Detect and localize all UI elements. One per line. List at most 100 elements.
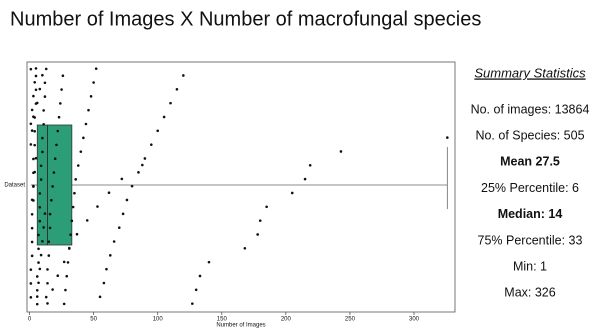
data-point <box>82 136 85 140</box>
data-point <box>52 171 56 174</box>
category-label: Dataset <box>4 183 25 189</box>
data-point <box>30 254 34 258</box>
summary-line: 75% Percentile: 33 <box>478 233 583 247</box>
data-point <box>290 191 294 195</box>
data-point <box>44 295 48 299</box>
data-point <box>75 232 79 236</box>
x-tick-label: 0 <box>28 317 32 323</box>
data-point <box>303 177 307 181</box>
data-point <box>79 150 83 153</box>
data-point <box>33 143 36 147</box>
data-point <box>33 170 36 174</box>
chart-title: Number of Images X Number of macrofungal… <box>10 8 481 30</box>
data-point <box>30 129 34 132</box>
data-point <box>30 240 34 244</box>
data-point <box>29 67 33 71</box>
box <box>36 124 73 246</box>
data-point <box>32 115 35 119</box>
data-point <box>38 219 42 223</box>
data-point <box>41 136 44 140</box>
data-point <box>62 302 66 306</box>
x-axis-label: Number of Images <box>216 323 265 329</box>
data-point <box>33 80 36 84</box>
data-point <box>56 274 60 278</box>
data-point <box>41 150 44 154</box>
data-point <box>55 143 58 147</box>
data-point <box>73 191 76 195</box>
data-point <box>76 164 80 167</box>
summary-line: 25% Percentile: 6 <box>481 181 579 195</box>
data-point <box>32 94 35 98</box>
data-point <box>46 268 49 271</box>
data-point <box>47 240 51 244</box>
data-point <box>243 246 247 250</box>
data-point <box>191 302 194 305</box>
data-point <box>105 267 108 271</box>
data-point <box>66 261 70 264</box>
data-point <box>149 143 153 146</box>
data-point <box>37 281 40 285</box>
data-point <box>48 212 52 216</box>
data-point <box>308 163 312 167</box>
data-point <box>42 122 45 126</box>
data-point <box>35 295 39 298</box>
data-point <box>41 239 44 243</box>
data-point <box>62 260 66 264</box>
data-point <box>35 302 39 306</box>
data-point <box>30 198 34 202</box>
data-point <box>29 122 33 126</box>
data-point <box>137 171 140 174</box>
data-point <box>53 157 57 161</box>
data-point <box>84 122 88 126</box>
x-tick-label: 200 <box>281 317 292 323</box>
data-point <box>34 74 38 78</box>
data-point <box>198 274 202 278</box>
data-point <box>51 185 54 188</box>
data-point <box>43 95 47 98</box>
data-point <box>37 261 40 264</box>
data-point <box>94 67 98 70</box>
data-point <box>194 288 198 292</box>
data-point <box>60 88 63 91</box>
plot-frame <box>26 61 456 313</box>
data-point <box>256 233 259 236</box>
data-point <box>39 253 43 257</box>
x-tick-label: 250 <box>345 317 356 323</box>
data-point <box>33 129 36 133</box>
data-point <box>162 115 166 119</box>
x-tick-label: 100 <box>153 317 164 323</box>
data-point <box>51 288 54 291</box>
data-point <box>32 184 35 188</box>
data-point <box>70 219 74 223</box>
data-point <box>38 267 42 271</box>
data-point <box>46 302 49 305</box>
data-point <box>121 212 125 216</box>
data-point <box>446 136 449 139</box>
data-point <box>29 296 33 299</box>
data-point <box>120 177 124 181</box>
data-point <box>107 191 111 195</box>
data-point <box>35 288 39 292</box>
data-point <box>34 67 38 70</box>
summary-line: No. of images: 13864 <box>471 102 590 116</box>
data-point <box>65 274 69 278</box>
data-point <box>29 268 33 271</box>
summary-line: Mean 27.5 <box>500 155 560 169</box>
data-point <box>96 205 99 208</box>
data-point <box>38 205 42 209</box>
data-point <box>258 219 262 222</box>
x-tick-label: 300 <box>409 317 420 323</box>
x-tick-label: 50 <box>90 317 97 323</box>
data-point <box>169 101 172 105</box>
data-point <box>48 226 52 230</box>
data-point <box>29 143 33 146</box>
summary-line: No. of Species: 505 <box>475 128 584 142</box>
data-point <box>57 115 61 119</box>
data-point <box>30 108 34 112</box>
data-point <box>89 95 93 98</box>
data-point <box>46 281 49 285</box>
data-point <box>130 184 134 188</box>
x-tick-label: 150 <box>217 317 228 323</box>
data-point <box>59 102 62 105</box>
